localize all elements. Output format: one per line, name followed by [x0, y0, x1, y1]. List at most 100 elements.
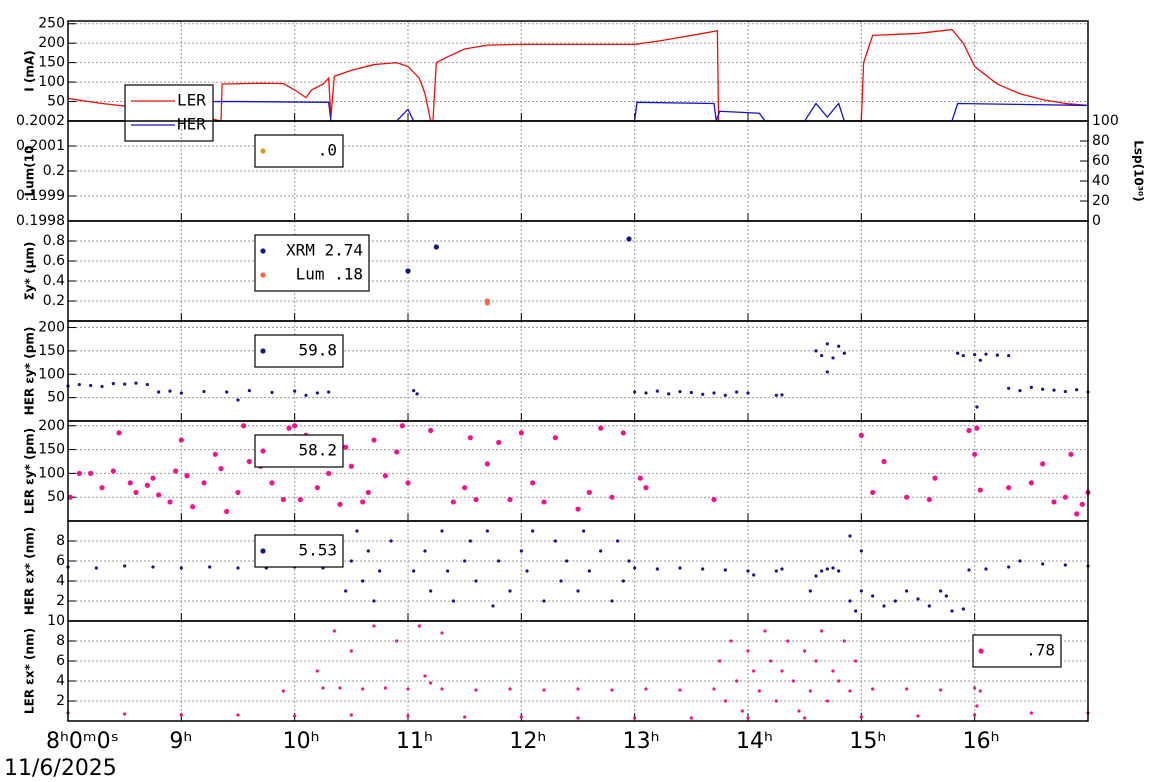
y-tick-label: 6	[56, 653, 65, 669]
data-point	[270, 390, 274, 395]
data-point	[842, 351, 846, 355]
legend: 5.53	[254, 534, 344, 568]
data-point	[225, 390, 229, 394]
y-tick-label: 2	[56, 693, 65, 709]
data-point	[780, 567, 784, 571]
y-tick-label: 8	[56, 533, 65, 549]
data-point	[831, 356, 835, 360]
data-point	[774, 699, 778, 703]
data-point	[405, 480, 411, 486]
data-point	[643, 485, 649, 491]
y-tick-label: 0.2002	[16, 113, 65, 129]
data-point	[825, 342, 829, 346]
data-point	[1051, 499, 1057, 505]
data-point	[667, 392, 671, 396]
data-point	[178, 437, 184, 443]
data-point	[848, 599, 852, 603]
data-point	[610, 599, 614, 603]
data-point	[1062, 494, 1068, 500]
data-point	[701, 392, 705, 396]
legend-swatch	[260, 448, 266, 454]
data-point	[854, 659, 858, 663]
legend-box	[254, 334, 344, 368]
y-tick-label: 0.1999	[16, 188, 65, 204]
data-point	[870, 489, 876, 496]
data-point	[774, 569, 778, 573]
y-tick-label: 4	[56, 573, 65, 589]
data-point	[111, 382, 115, 386]
data-point	[361, 687, 365, 691]
data-point	[89, 383, 93, 388]
y-tick-label: 4	[56, 673, 65, 689]
data-point	[831, 566, 835, 570]
x-tick-label: 16ʰ	[963, 729, 1000, 754]
data-point	[978, 689, 982, 693]
data-point	[450, 499, 456, 505]
data-point	[399, 423, 405, 429]
legend-swatch	[260, 248, 266, 254]
y-tick-label: 0.6	[43, 253, 65, 269]
data-point	[1041, 562, 1045, 566]
data-point	[814, 349, 818, 353]
legend-label: 59.8	[298, 341, 337, 360]
data-point	[904, 494, 910, 500]
data-point	[626, 236, 632, 242]
y-tick-label: 0.2	[43, 293, 65, 309]
data-point	[417, 624, 421, 628]
data-point	[763, 629, 767, 633]
data-point	[467, 435, 473, 441]
data-point	[463, 715, 467, 719]
data-point	[349, 713, 353, 717]
data-point	[247, 389, 251, 393]
data-point	[780, 669, 784, 673]
data-point	[1028, 480, 1034, 486]
data-point	[1018, 389, 1022, 393]
y-tick-label: 150	[38, 343, 65, 359]
y-tick-label: 50	[47, 489, 65, 505]
data-point	[871, 594, 875, 598]
data-point	[1029, 711, 1033, 715]
data-point	[167, 499, 173, 505]
data-point	[360, 499, 366, 505]
data-point	[637, 475, 643, 481]
data-point	[932, 475, 938, 481]
y-tick-label: 200	[38, 418, 65, 434]
data-point	[552, 435, 558, 441]
data-point	[808, 689, 812, 693]
data-point	[297, 496, 303, 503]
data-point	[184, 473, 190, 479]
data-point	[383, 686, 387, 690]
data-point	[1075, 388, 1079, 392]
data-point	[389, 539, 393, 543]
data-point	[791, 679, 795, 683]
y-tick-label: 2	[56, 593, 65, 609]
data-point	[519, 715, 523, 719]
data-point	[797, 709, 801, 713]
data-point	[355, 529, 359, 533]
data-point	[916, 714, 920, 718]
legend: .0	[254, 134, 344, 168]
data-point	[212, 451, 218, 457]
legend-label: XRM 2.74	[286, 241, 363, 260]
data-point	[440, 631, 444, 635]
data-point	[179, 566, 183, 570]
data-point	[508, 589, 512, 593]
data-point	[729, 639, 733, 643]
data-point	[474, 688, 478, 692]
legend-label: 58.2	[298, 441, 337, 460]
y2-tick-label: 40	[1092, 173, 1110, 189]
legend: XRM 2.74 Lum .18	[254, 234, 370, 292]
data-point	[752, 573, 756, 577]
y-tick-label: 150	[38, 442, 65, 458]
data-point	[859, 589, 863, 593]
data-point	[984, 352, 988, 356]
data-point	[344, 589, 348, 593]
data-point	[338, 686, 342, 690]
data-point	[598, 425, 604, 431]
y-tick-label: 200	[38, 320, 65, 336]
data-point	[576, 716, 580, 720]
data-point	[576, 687, 580, 691]
data-point	[633, 566, 637, 570]
data-point	[926, 496, 932, 503]
data-point	[825, 370, 829, 374]
